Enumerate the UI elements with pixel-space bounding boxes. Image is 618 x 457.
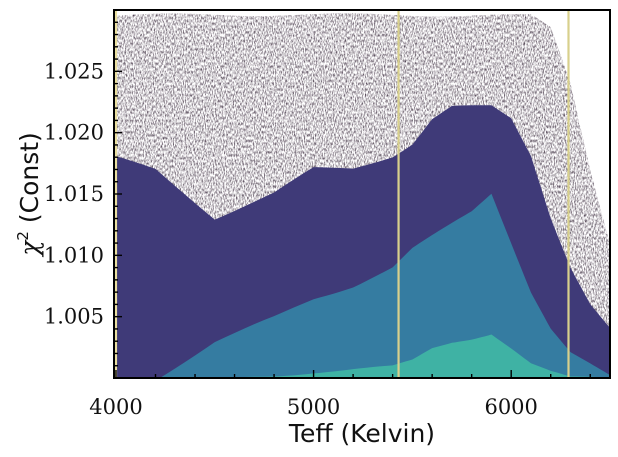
density-level-3 bbox=[115, 193, 610, 378]
x-tick-label: 6000 bbox=[484, 395, 537, 419]
y-axis: 1.005 1.010 1.015 1.020 1.025 bbox=[44, 21, 122, 367]
x-tick-label: 5000 bbox=[287, 395, 340, 419]
y-tick-label: 1.020 bbox=[44, 121, 104, 145]
x-axis-label: Teff (Kelvin) bbox=[288, 419, 435, 448]
y-tick-label: 1.010 bbox=[44, 243, 104, 267]
y-axis-label-symbol: χ bbox=[15, 239, 44, 258]
density-level-4 bbox=[115, 334, 610, 378]
y-axis-label-superscript: 2 bbox=[14, 231, 32, 241]
density-layers bbox=[115, 13, 610, 378]
x-tick-label: 4000 bbox=[89, 395, 142, 419]
y-tick-label: 1.025 bbox=[44, 59, 104, 83]
y-axis-label: χ2 (Const) bbox=[14, 132, 44, 258]
y-axis-label-text: (Const) bbox=[15, 132, 44, 223]
y-axis-label-spacer bbox=[15, 223, 44, 231]
y-tick-label: 1.015 bbox=[44, 182, 104, 206]
y-tick-label: 1.005 bbox=[44, 305, 104, 329]
x-axis: 4000 5000 6000 bbox=[89, 370, 591, 419]
